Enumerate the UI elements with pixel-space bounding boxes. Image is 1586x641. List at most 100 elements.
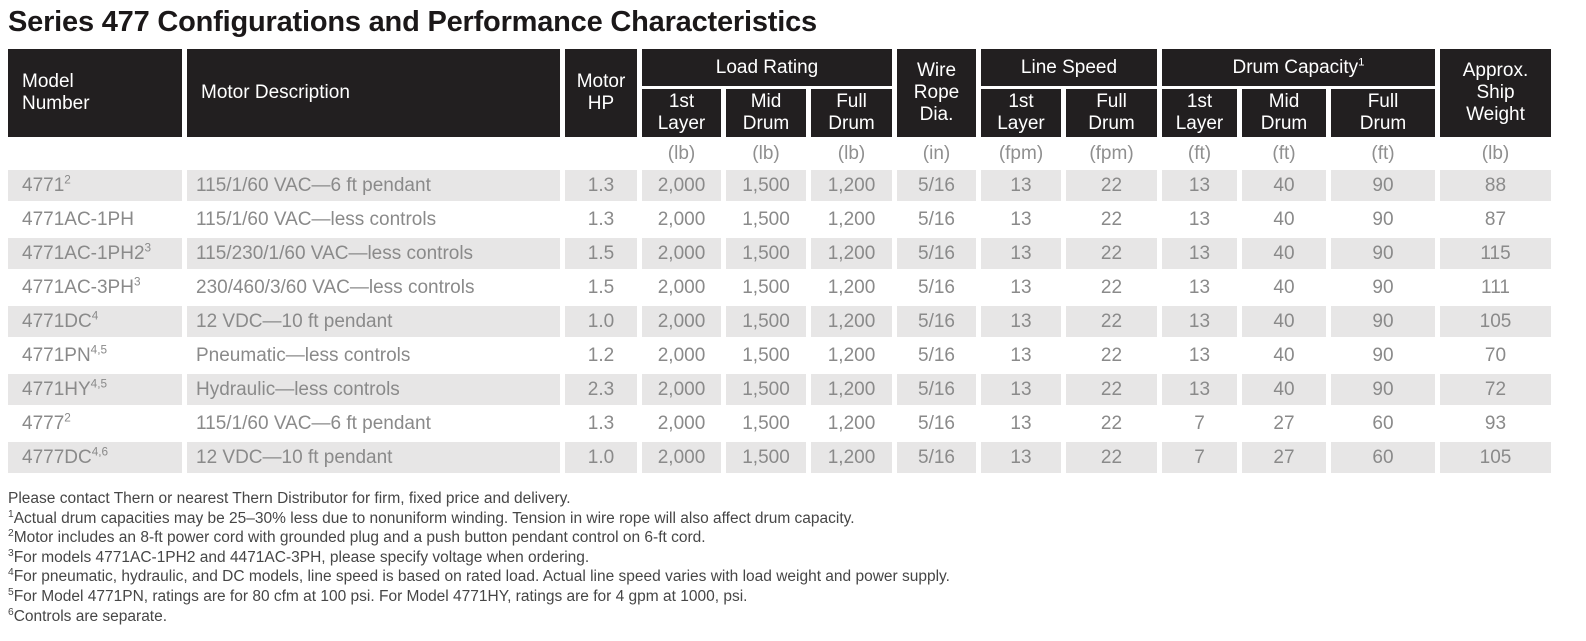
drum-mid-drum-cell: 27	[1242, 442, 1326, 473]
drum-mid-drum-cell: 40	[1273, 208, 1295, 230]
footnote-line: 6Controls are separate.	[8, 607, 1572, 627]
footnote-line: 5For Model 4771PN, ratings are for 80 cf…	[8, 587, 1572, 607]
unit-label: (fpm)	[1089, 142, 1134, 164]
load-full-drum-cell: 1,200	[811, 442, 892, 473]
footnote-text: For pneumatic, hydraulic, and DC models,…	[13, 568, 950, 586]
load-full-drum-cell: 1,200	[811, 238, 892, 269]
unit-label: (ft)	[1371, 142, 1395, 164]
wire-rope-dia-cell: 5/16	[918, 208, 955, 230]
ship-weight-cell: 93	[1484, 412, 1507, 434]
drum-full-drum-cell: 90	[1372, 276, 1394, 298]
speed-full-drum-cell: 22	[1100, 344, 1123, 366]
drum-full-drum-cell: 90	[1372, 344, 1394, 366]
header-load-1st-layer: 1st Layer	[642, 89, 721, 137]
wire-rope-dia-cell: 5/16	[897, 306, 976, 337]
table-header: Model Number Motor Description Motor HP …	[8, 49, 1551, 167]
footnote-text: Controls are separate.	[13, 607, 168, 625]
load-1st-layer-cell: 2,000	[642, 374, 721, 405]
unit-empty	[187, 140, 560, 167]
footnote-text: Motor includes an 8-ft power cord with g…	[13, 529, 706, 547]
header-motor-description: Motor Description	[187, 49, 560, 137]
header-group-line-speed: Line Speed	[981, 49, 1157, 86]
header-drum-mid-drum: Mid Drum	[1242, 89, 1326, 137]
motor-hp-cell: 2.3	[565, 374, 637, 405]
units-row: (lb) (lb) (lb) (in) (fpm) (fpm) (ft) (ft…	[8, 140, 1551, 167]
load-mid-drum-cell: 1,500	[726, 306, 806, 337]
load-1st-layer-cell: 2,000	[642, 170, 721, 201]
load-full-drum-cell: 1,200	[811, 170, 892, 201]
drum-1st-layer-cell: 7	[1162, 442, 1237, 473]
description-cell: 115/1/60 VAC—less controls	[196, 208, 437, 230]
model-footnote-ref: 4,5	[90, 343, 108, 357]
speed-full-drum-cell: 22	[1066, 306, 1157, 337]
drum-full-drum-cell: 90	[1372, 208, 1394, 230]
description-cell: 115/230/1/60 VAC—less controls	[187, 238, 560, 269]
table-row: 4771AC-1PH 115/1/60 VAC—less controls 1.3 2…	[8, 204, 1551, 235]
unit-label: (fpm)	[998, 142, 1044, 164]
motor-hp-cell: 1.2	[587, 344, 615, 366]
drum-mid-drum-cell: 40	[1242, 306, 1326, 337]
model-cell: 4771PN4,5	[22, 343, 108, 366]
description-cell: Hydraulic—less controls	[187, 374, 560, 405]
drum-1st-layer-cell: 13	[1188, 276, 1211, 298]
ship-weight-cell: 111	[1481, 276, 1510, 298]
load-mid-drum-cell: 1,500	[742, 412, 790, 434]
unit-empty	[8, 140, 182, 167]
unit-label: (in)	[922, 142, 951, 164]
footnote-line: 3For models 4771AC-1PH2 and 4471AC-3PH, …	[8, 548, 1572, 568]
wire-rope-dia-cell: 5/16	[897, 442, 976, 473]
table-row: 4777DC4,6 12 VDC—10 ft pendant 1.0 2,000 1,5…	[8, 442, 1551, 473]
description-cell: Pneumatic—less controls	[196, 344, 411, 366]
header-ship-weight: Approx. Ship Weight	[1440, 49, 1551, 137]
model-footnote-ref: 2	[64, 411, 71, 425]
drum-mid-drum-cell: 27	[1273, 412, 1295, 434]
model-footnote-ref: 4,6	[91, 445, 109, 459]
wire-rope-dia-cell: 5/16	[897, 374, 976, 405]
header-load-mid-drum: Mid Drum	[726, 89, 806, 137]
model-footnote-ref: 4	[91, 309, 99, 323]
speed-1st-layer-cell: 13	[1010, 208, 1032, 230]
load-1st-layer-cell: 2,000	[642, 306, 721, 337]
drum-mid-drum-cell: 40	[1242, 170, 1326, 201]
unit-label: (lb)	[1481, 142, 1510, 164]
drum-full-drum-cell: 60	[1331, 442, 1435, 473]
load-mid-drum-cell: 1,500	[726, 442, 806, 473]
speed-1st-layer-cell: 13	[981, 442, 1061, 473]
motor-hp-cell: 1.5	[587, 276, 615, 298]
speed-full-drum-cell: 22	[1066, 238, 1157, 269]
ship-weight-cell: 87	[1484, 208, 1507, 230]
header-drum-1st-layer: 1st Layer	[1162, 89, 1237, 137]
description-cell: 12 VDC—10 ft pendant	[187, 442, 560, 473]
model-cell: 4771AC-1PH23	[8, 238, 182, 269]
footnote-text: For models 4771AC-1PH2 and 4471AC-3PH, p…	[13, 548, 590, 566]
footnote-ref: 6	[8, 606, 14, 618]
load-mid-drum-cell: 1,500	[726, 238, 806, 269]
drum-1st-layer-cell: 13	[1188, 208, 1211, 230]
speed-full-drum-cell: 22	[1100, 276, 1123, 298]
speed-full-drum-cell: 22	[1066, 170, 1157, 201]
description-cell: 230/460/3/60 VAC—less controls	[196, 276, 475, 298]
table-row: 4771DC4 12 VDC—10 ft pendant 1.0 2,000 1,500…	[8, 306, 1551, 337]
load-mid-drum-cell: 1,500	[726, 374, 806, 405]
load-1st-layer-cell: 2,000	[657, 412, 706, 434]
load-mid-drum-cell: 1,500	[726, 170, 806, 201]
motor-hp-cell: 1.3	[565, 170, 637, 201]
speed-full-drum-cell: 22	[1066, 374, 1157, 405]
load-full-drum-cell: 1,200	[827, 412, 876, 434]
ship-weight-cell: 72	[1440, 374, 1551, 405]
footnote-text: For Model 4771PN, ratings are for 80 cfm…	[13, 587, 748, 605]
model-cell: 4771AC-3PH3	[22, 275, 141, 298]
drum-mid-drum-cell: 40	[1273, 344, 1295, 366]
model-cell: 47712	[8, 170, 182, 201]
description-cell: 115/1/60 VAC—6 ft pendant	[196, 412, 431, 434]
footnote-ref: 1	[8, 508, 14, 520]
header-model-number: Model Number	[8, 49, 182, 137]
unit-label: (lb)	[667, 142, 696, 164]
speed-full-drum-cell: 22	[1066, 442, 1157, 473]
table-row: 4771HY4,5 Hydraulic—less controls 2.3 2,000…	[8, 374, 1551, 405]
model-cell: 47772	[22, 411, 71, 434]
table-row: 4771AC-3PH3 230/460/3/60 VAC—less control…	[8, 272, 1551, 303]
wire-rope-dia-cell: 5/16	[897, 238, 976, 269]
load-mid-drum-cell: 1,500	[742, 344, 790, 366]
drum-mid-drum-cell: 40	[1242, 238, 1326, 269]
